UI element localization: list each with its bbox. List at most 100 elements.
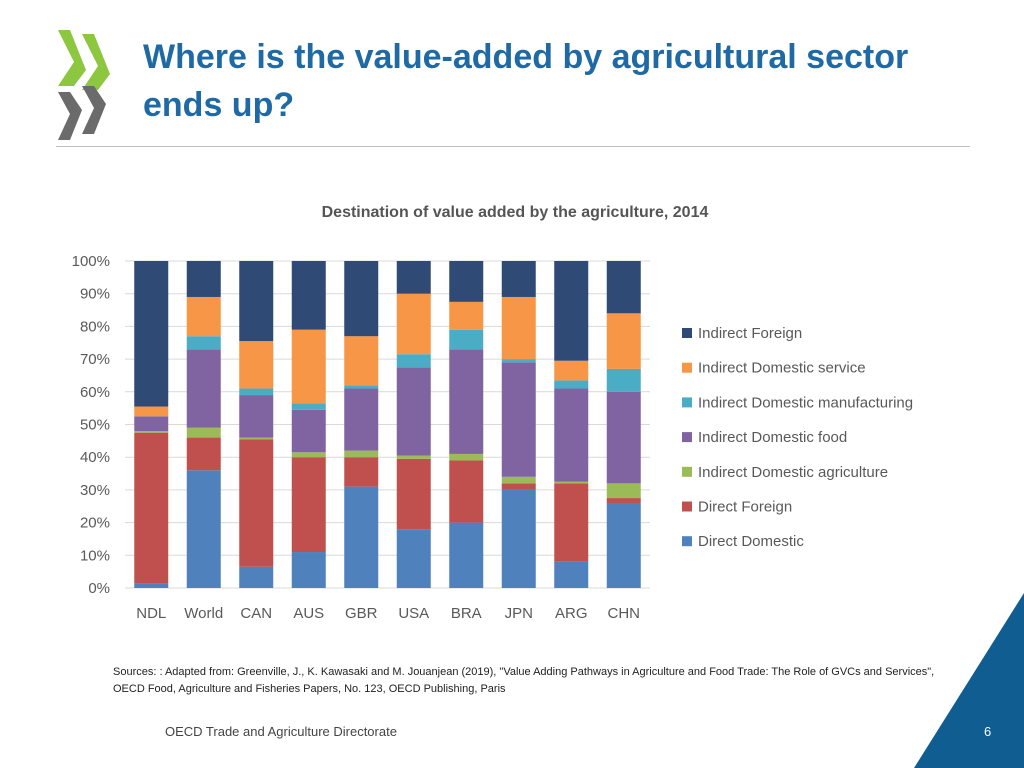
bar-segment-ndl — [134, 261, 169, 407]
bar-segment-bra — [449, 349, 484, 454]
bar-segment-world — [186, 261, 221, 297]
y-tick-label: 100% — [72, 253, 110, 270]
bar-segment-can — [239, 261, 274, 342]
y-tick-label: 0% — [88, 580, 110, 597]
legend-label: Indirect Domestic service — [698, 360, 866, 377]
bar-segment-can — [239, 341, 274, 389]
bar-segment-arg — [554, 380, 589, 389]
y-tick-label: 90% — [80, 286, 110, 303]
legend-label: Indirect Domestic agriculture — [698, 464, 888, 481]
legend-swatch — [682, 466, 692, 477]
x-tick-label: AUS — [293, 605, 324, 622]
bar-segment-jpn — [501, 476, 536, 484]
x-tick-label: World — [184, 605, 223, 622]
bar-segment-world — [186, 296, 221, 337]
bar-segment-chn — [606, 368, 641, 392]
x-tick-label: CHN — [608, 605, 641, 622]
y-tick-label: 10% — [80, 547, 110, 564]
legend-swatch — [682, 397, 692, 408]
bar-segment-world — [186, 336, 221, 350]
bar-segment-jpn — [501, 296, 536, 360]
legend-swatch — [682, 501, 692, 512]
chart-title: Destination of value added by the agricu… — [321, 204, 709, 221]
bar-segment-gbr — [344, 450, 379, 458]
bar-segment-aus — [291, 552, 326, 588]
bar-segment-usa — [396, 293, 431, 355]
page-number: 6 — [984, 724, 992, 739]
bar-segment-aus — [291, 329, 326, 404]
bar-segment-world — [186, 437, 221, 471]
x-tick-label: GBR — [345, 605, 378, 622]
y-tick-label: 50% — [80, 417, 110, 434]
bar-segment-arg — [554, 360, 589, 381]
bar-segment-world — [186, 470, 221, 588]
x-tick-label: CAN — [240, 605, 272, 622]
y-tick-label: 60% — [80, 384, 110, 401]
bar-segment-bra — [449, 522, 484, 588]
bar-segment-chn — [606, 261, 641, 314]
bar-segment-aus — [291, 452, 326, 458]
bar-segment-can — [239, 388, 274, 396]
bar-segment-can — [239, 395, 274, 438]
page-title: Where is the value-added by agricultural… — [143, 38, 909, 124]
x-tick-label: JPN — [505, 605, 533, 622]
bar-segment-chn — [606, 313, 641, 369]
bar-segment-arg — [554, 261, 589, 361]
bar-segment-jpn — [501, 359, 536, 363]
bar-segment-bra — [449, 460, 484, 523]
bar-segment-can — [239, 439, 274, 567]
bar-segment-ndl — [134, 432, 169, 584]
bar-segment-aus — [291, 403, 326, 410]
bar-segment-jpn — [501, 489, 536, 588]
bar-segment-gbr — [344, 385, 379, 389]
legend-label: Indirect Foreign — [698, 325, 802, 342]
bar-segment-usa — [396, 529, 431, 588]
bar-segment-can — [239, 566, 274, 588]
bar-segment-usa — [396, 455, 431, 459]
bar-segment-jpn — [501, 261, 536, 297]
bar-segment-bra — [449, 301, 484, 330]
bar-segment-chn — [606, 483, 641, 499]
legend-label: Direct Foreign — [698, 499, 792, 516]
bar-segment-gbr — [344, 486, 379, 588]
sources-note: Sources: : Adapted from: Greenville, J.,… — [113, 666, 935, 695]
legend-swatch — [682, 432, 692, 443]
bar-segment-world — [186, 349, 221, 428]
x-tick-label: NDL — [136, 605, 166, 622]
bar-segment-gbr — [344, 457, 379, 487]
y-tick-label: 80% — [80, 318, 110, 335]
bar-segment-jpn — [501, 362, 536, 477]
legend-swatch — [682, 328, 692, 338]
bar-segment-bra — [449, 261, 484, 302]
bar-segment-gbr — [344, 336, 379, 386]
legend-label: Indirect Domestic manufacturing — [698, 394, 913, 411]
bar-segment-gbr — [344, 388, 379, 451]
title-divider — [56, 146, 970, 147]
footer-directorate: OECD Trade and Agriculture Directorate — [165, 724, 397, 739]
x-tick-label: USA — [398, 605, 429, 622]
bar-segment-world — [186, 427, 221, 438]
bar-segment-can — [239, 437, 274, 440]
bar-segment-usa — [396, 367, 431, 456]
legend-swatch — [682, 362, 692, 373]
bar-segment-gbr — [344, 261, 379, 337]
bar-segment-chn — [606, 498, 641, 503]
bar-segment-arg — [554, 388, 589, 482]
bar-segment-arg — [554, 481, 589, 484]
bar-segment-chn — [606, 391, 641, 484]
y-tick-label: 30% — [80, 482, 110, 499]
bar-segment-aus — [291, 409, 326, 453]
bar-segment-usa — [396, 261, 431, 294]
bar-segment-usa — [396, 458, 431, 530]
legend-label: Direct Domestic — [698, 533, 804, 550]
bar-segment-ndl — [134, 583, 169, 588]
bar-segment-bra — [449, 453, 484, 461]
bar-segment-bra — [449, 329, 484, 350]
bar-segment-ndl — [134, 431, 169, 433]
x-tick-label: BRA — [451, 605, 482, 622]
bar-segment-jpn — [501, 483, 536, 490]
bar-segment-arg — [554, 561, 589, 588]
legend-label: Indirect Domestic food — [698, 429, 847, 446]
bar-segment-aus — [291, 457, 326, 553]
